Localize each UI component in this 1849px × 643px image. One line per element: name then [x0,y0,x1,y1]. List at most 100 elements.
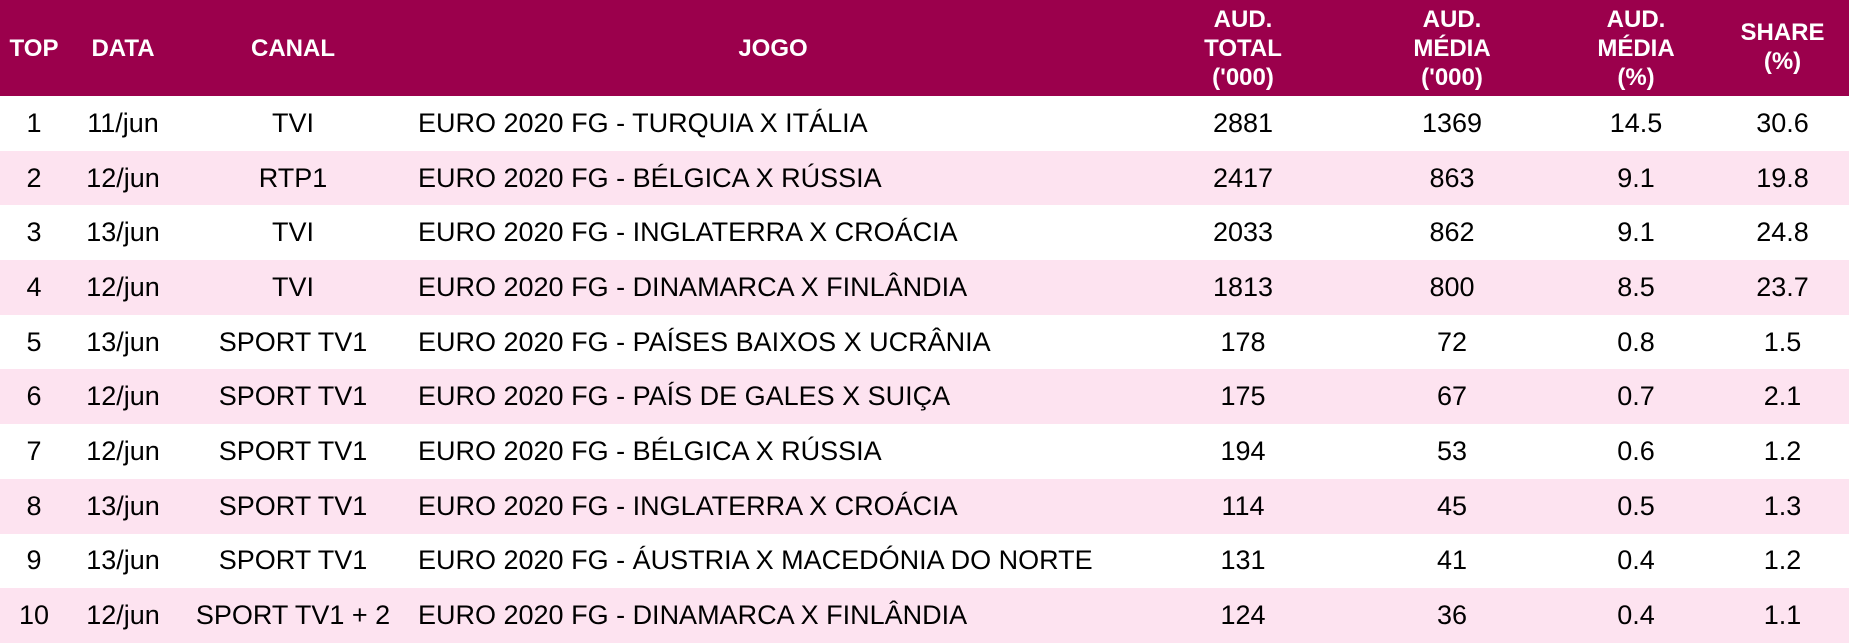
cell-aud-total: 175 [1220,381,1266,412]
cell-share: 23.7 [1756,271,1809,302]
cell-share: 1.5 [1763,326,1802,357]
table-row: 7 12/jun SPORT TV1 EURO 2020 FG - BÉLGIC… [0,424,1849,479]
cell-jogo: EURO 2020 FG - PAÍSES BAIXOS X UCRÂNIA [418,326,991,357]
cell-aud-total: 2417 [1212,162,1274,193]
table-row: 2 12/jun RTP1 EURO 2020 FG - BÉLGICA X R… [0,150,1849,206]
cell-jogo: EURO 2020 FG - DINAMARCA X FINLÂNDIA [418,600,968,631]
cell-top: 6 [26,381,42,412]
cell-aud-media-pct: 0.5 [1617,490,1655,521]
cell-top: 8 [26,490,42,521]
header-jogo: JOGO [738,34,808,62]
cell-aud-media-pct: 0.4 [1617,600,1655,631]
cell-top: 1 [26,107,42,138]
cell-canal: TVI [271,107,314,138]
cell-aud-total: 194 [1220,435,1266,466]
cell-jogo: EURO 2020 FG - ÁUSTRIA X MACEDÓNIA DO NO… [418,545,1093,576]
cell-top: 10 [18,600,50,631]
header-aud-media-line: ('000) [1421,63,1483,91]
cell-aud-total: 178 [1220,326,1266,357]
cell-data: 12/jun [86,435,160,466]
cell-jogo: EURO 2020 FG - PAÍS DE GALES X SUIÇA [418,381,951,412]
cell-top: 4 [26,271,42,302]
cell-share: 1.2 [1763,435,1802,466]
header-aud-media-pct-line: (%) [1617,63,1655,91]
table-row: 6 12/jun SPORT TV1 EURO 2020 FG - PAÍS D… [0,369,1849,425]
cell-aud-media-pct: 8.5 [1617,271,1655,302]
cell-aud-total: 131 [1220,545,1266,576]
table-row: 10 12/jun SPORT TV1 + 2 EURO 2020 FG - D… [0,588,1849,643]
header-aud-total: AUD. TOTAL ('000) [1138,0,1348,96]
header-top: TOP [9,34,59,62]
cell-canal: SPORT TV1 [218,490,368,521]
cell-aud-media-pct: 0.4 [1617,545,1655,576]
header-aud-total-line: TOTAL [1204,34,1282,62]
cell-top: 9 [26,545,42,576]
header-aud-media-line: MÉDIA [1413,34,1491,62]
cell-share: 1.2 [1763,545,1802,576]
cell-canal: SPORT TV1 [218,435,368,466]
table-row: 4 12/jun TVI EURO 2020 FG - DINAMARCA X … [0,260,1849,315]
cell-top: 3 [26,217,42,248]
cell-aud-media-pct: 14.5 [1609,107,1663,138]
cell-jogo: EURO 2020 FG - BÉLGICA X RÚSSIA [418,162,882,193]
cell-aud-total: 2881 [1212,107,1274,138]
cell-data: 13/jun [86,490,160,521]
cell-aud-total: 124 [1220,600,1266,631]
cell-canal: SPORT TV1 [218,326,368,357]
table-row: 9 13/jun SPORT TV1 EURO 2020 FG - ÁUSTRI… [0,533,1849,589]
cell-share: 1.1 [1763,600,1802,631]
header-aud-total-line: ('000) [1212,63,1274,91]
cell-aud-media: 45 [1436,490,1468,521]
cell-share: 24.8 [1756,217,1809,248]
cell-data: 13/jun [86,326,160,357]
header-aud-media-pct-line: AUD. [1606,5,1666,33]
header-canal: CANAL [251,34,335,62]
cell-aud-media: 1369 [1421,107,1483,138]
cell-data: 13/jun [86,545,160,576]
header-aud-media-pct-line: MÉDIA [1597,34,1675,62]
cell-aud-media: 72 [1436,326,1468,357]
cell-jogo: EURO 2020 FG - TURQUIA X ITÁLIA [418,107,868,138]
cell-aud-media-pct: 0.6 [1617,435,1655,466]
cell-data: 13/jun [86,217,160,248]
header-aud-media-line: AUD. [1422,5,1482,33]
cell-jogo: EURO 2020 FG - BÉLGICA X RÚSSIA [418,435,882,466]
cell-share: 30.6 [1756,107,1809,138]
table-row: 1 11/jun TVI EURO 2020 FG - TURQUIA X IT… [0,96,1849,151]
cell-aud-media-pct: 0.7 [1617,381,1655,412]
cell-canal: SPORT TV1 [218,545,368,576]
cell-aud-media: 862 [1429,217,1475,248]
cell-top: 7 [26,435,42,466]
cell-canal: TVI [271,217,314,248]
cell-jogo: EURO 2020 FG - INGLATERRA X CROÁCIA [418,490,958,521]
table-row: 3 13/jun TVI EURO 2020 FG - INGLATERRA X… [0,205,1849,261]
cell-canal: SPORT TV1 + 2 [195,600,391,631]
cell-canal: RTP1 [258,162,328,193]
cell-data: 12/jun [86,271,160,302]
cell-aud-media-pct: 9.1 [1617,217,1655,248]
cell-aud-media: 41 [1436,545,1468,576]
cell-data: 12/jun [86,381,160,412]
cell-aud-media: 53 [1436,435,1468,466]
cell-canal: SPORT TV1 [218,381,368,412]
cell-aud-media: 67 [1436,381,1468,412]
table-header: TOP DATA CANAL JOGO AUD. TOTAL ('000) AU… [0,0,1849,96]
cell-aud-total: 114 [1221,490,1265,521]
table-body: 1 11/jun TVI EURO 2020 FG - TURQUIA X IT… [0,96,1849,643]
cell-aud-media: 863 [1429,162,1475,193]
cell-data: 11/jun [87,107,159,138]
cell-data: 12/jun [86,162,160,193]
header-aud-total-line: AUD. [1213,5,1273,33]
cell-aud-total: 1813 [1212,271,1274,302]
cell-top: 2 [26,162,42,193]
cell-share: 19.8 [1756,162,1809,193]
cell-share: 1.3 [1763,490,1802,521]
header-data: DATA [91,34,155,62]
cell-aud-media-pct: 0.8 [1617,326,1655,357]
cell-aud-total: 2033 [1212,217,1274,248]
cell-data: 12/jun [86,600,160,631]
cell-aud-media-pct: 9.1 [1617,162,1655,193]
table-row: 5 13/jun SPORT TV1 EURO 2020 FG - PAÍSES… [0,314,1849,370]
header-aud-media: AUD. MÉDIA ('000) [1348,0,1556,96]
